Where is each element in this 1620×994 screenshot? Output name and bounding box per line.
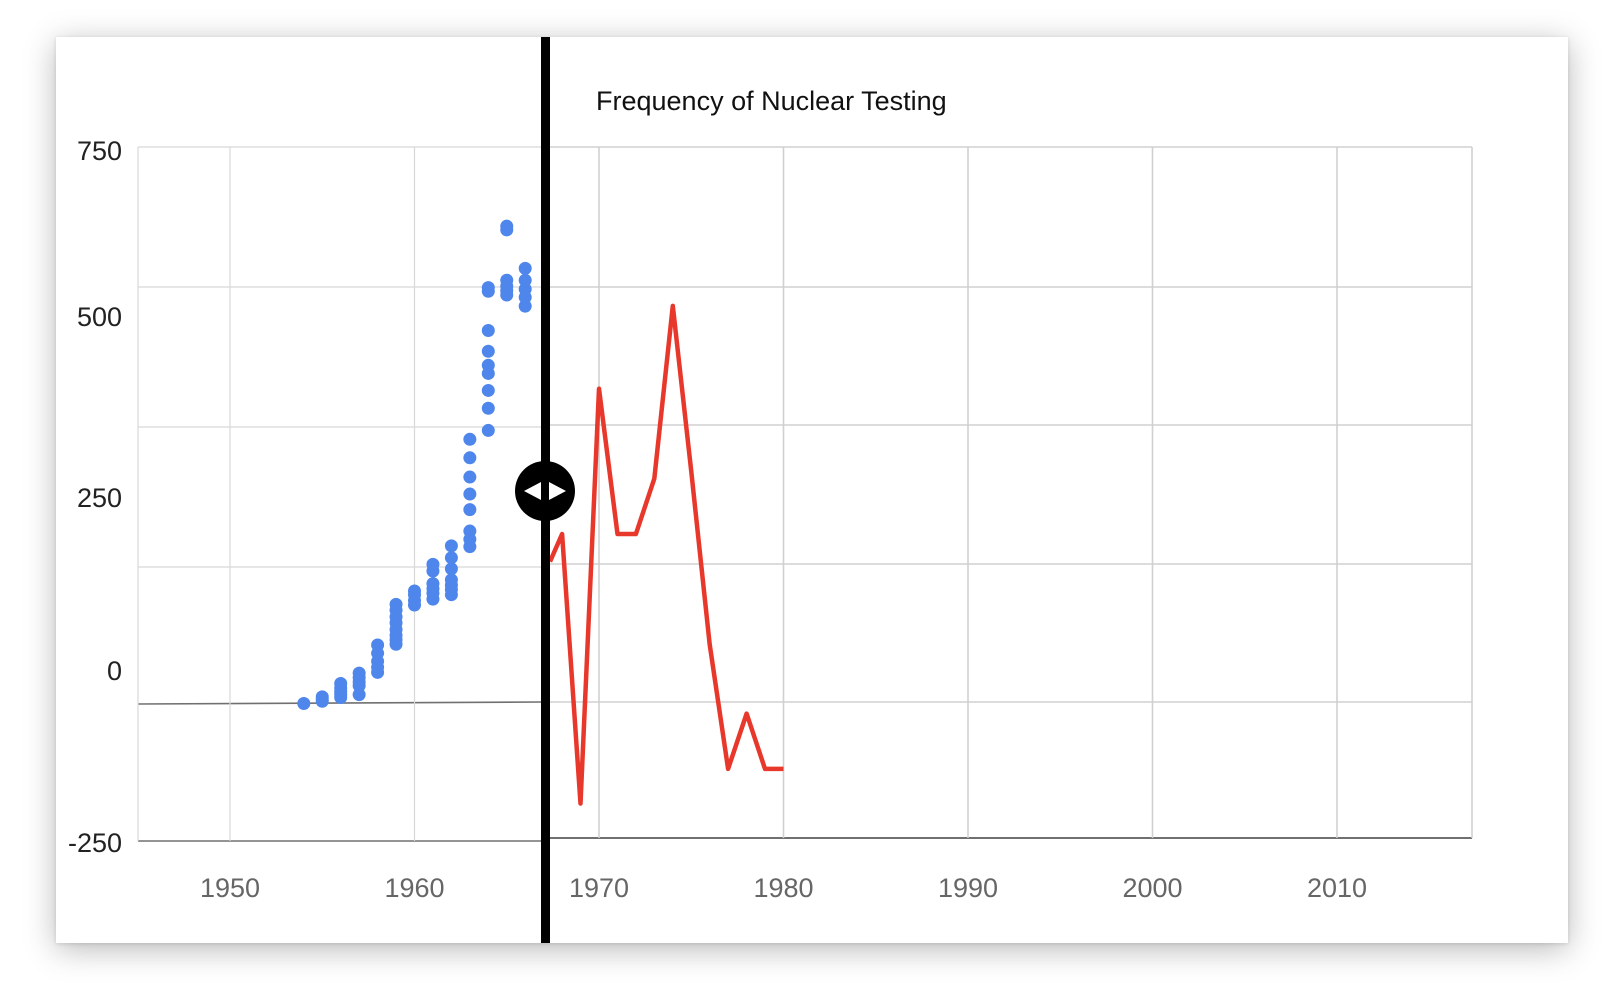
scatter-point [481,358,495,372]
x-tick-label: 1970 [569,873,629,903]
scatter-point [444,573,458,587]
scatter-point [463,432,477,446]
scatter-point [481,324,495,338]
scatter-point [481,401,495,415]
left-y-axis-ticks: 750 500 250 0 -250 [68,136,122,858]
scatter-point [481,344,495,358]
x-tick-label: 1980 [753,873,813,903]
scatter-point [481,423,495,437]
scatter-point [481,383,495,397]
scatter-point [518,299,532,313]
y-tick-label: 250 [77,483,122,513]
scatter-point [463,470,477,484]
scatter-point [315,690,329,704]
scatter-point [426,577,440,591]
scatter-point [463,524,477,538]
line-series [547,303,784,806]
x-axis-ticks: 1950 1960 1970 1980 1990 2000 2010 [200,873,1367,903]
y-tick-label: 500 [77,302,122,332]
chart-card [56,37,1568,943]
left-grid [137,146,542,842]
scatter-point [518,261,532,275]
scatter-point [389,597,403,611]
right-grid [550,146,1473,839]
y-tick-label: 750 [77,136,122,166]
scatter-point [444,562,458,576]
y-tick-label: -250 [68,828,122,858]
left-right-arrows-icon [524,482,566,500]
scatter-point [444,551,458,565]
x-tick-label: 2000 [1122,873,1182,903]
scatter-point [334,677,348,690]
scatter-point [426,557,440,571]
scatter-point [500,219,514,233]
scatter-point [352,666,366,680]
chart-title: Frequency of Nuclear Testing [596,86,947,116]
x-tick-label: 1960 [384,873,444,903]
scatter-point [463,451,477,465]
scatter-point [518,282,532,296]
series-line [547,303,784,806]
scatter-point [518,273,532,287]
scatter-point [500,273,514,287]
slider-handle[interactable] [515,461,575,521]
y-tick-label: 0 [107,656,122,686]
x-tick-label: 1990 [938,873,998,903]
scatter-point [444,539,458,553]
x-tick-label: 2010 [1307,873,1367,903]
scatter-point [352,688,366,702]
scatter-points [297,219,532,710]
scatter-point [481,281,495,295]
scatter-point [408,584,421,598]
x-tick-label: 1950 [200,873,260,903]
scatter-point [297,696,311,710]
scatter-point [371,638,385,652]
scatter-point [463,487,477,501]
scatter-point [463,503,477,517]
